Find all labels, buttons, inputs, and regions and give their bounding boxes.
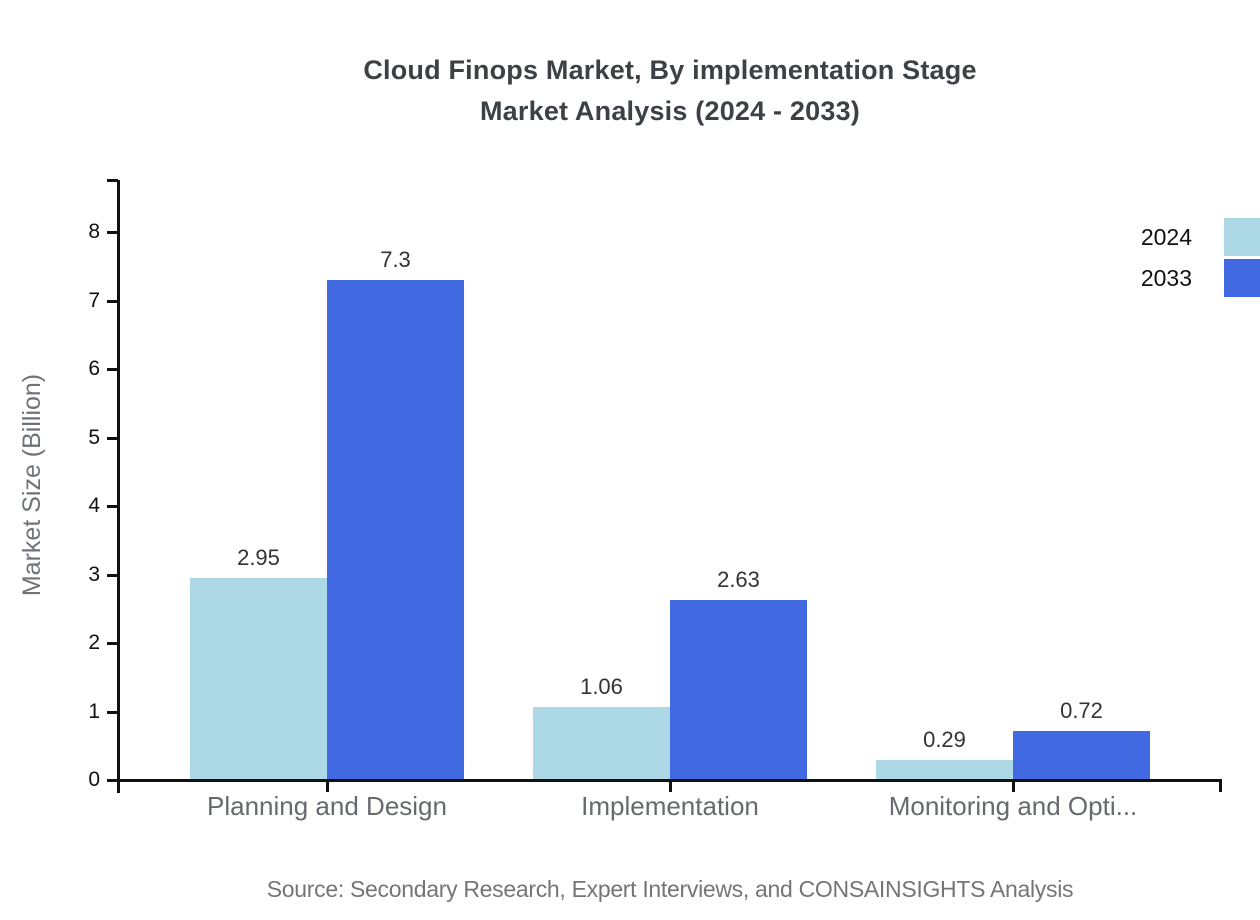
y-tick (107, 642, 118, 645)
bar-2024-1 (190, 577, 327, 780)
y-tick (107, 505, 118, 508)
y-tick (107, 573, 118, 577)
bar-2033-3 (1013, 730, 1150, 780)
x-category-label: Implementation (581, 791, 759, 821)
x-axis-end-tick (1219, 780, 1222, 792)
bar-value-label: 0.29 (923, 727, 966, 753)
y-tick-label: 2 (88, 631, 100, 654)
chart-title-line1: Cloud Finops Market, By implementation S… (363, 55, 977, 85)
x-tick (1012, 780, 1015, 792)
y-tick-label: 5 (88, 425, 100, 449)
y-tick-label: 7 (88, 288, 100, 312)
source-note: Source: Secondary Research, Expert Inter… (266, 876, 1074, 902)
bar-value-label: 1.06 (580, 674, 623, 700)
legend-label-2024: 2024 (1140, 224, 1192, 250)
x-tick (669, 780, 672, 792)
legend-label-2033: 2033 (1140, 265, 1192, 291)
bar-2024-3 (876, 760, 1013, 780)
bar-value-label: 2.63 (717, 566, 760, 592)
y-tick-label: 3 (88, 562, 100, 586)
legend-swatch-2024 (1224, 218, 1260, 256)
legend-swatch-2033 (1224, 259, 1260, 297)
x-tick (326, 780, 329, 792)
bar-2033-1 (327, 279, 464, 780)
y-tick-label: 1 (88, 699, 100, 723)
bar-value-label: 0.72 (1060, 697, 1103, 723)
x-category-label: Planning and Design (207, 791, 447, 821)
y-tick (107, 231, 118, 234)
y-tick-label: 8 (88, 220, 100, 243)
chart-title-line2: Market Analysis (2024 - 2033) (479, 96, 860, 126)
y-tick-label: 4 (88, 494, 100, 517)
y-axis-line (117, 180, 120, 793)
y-tick-label: 6 (88, 357, 100, 380)
chart-title: Cloud Finops Market, By implementation S… (118, 50, 1222, 132)
y-axis-title: Market Size (Billion) (18, 373, 46, 597)
x-axis-line (107, 779, 1222, 782)
x-category-label: Monitoring and Opti... (888, 791, 1138, 821)
y-tick (107, 436, 118, 440)
bar-2024-2 (533, 707, 670, 780)
y-tick (107, 710, 118, 714)
bar-value-label: 7.3 (380, 246, 411, 272)
bar-value-label: 2.95 (237, 544, 280, 570)
bar-2033-2 (670, 599, 807, 780)
y-tick-label: 0 (88, 768, 100, 791)
y-tick (107, 368, 118, 371)
y-tick (107, 299, 118, 303)
y-axis-end-tick (107, 179, 118, 182)
